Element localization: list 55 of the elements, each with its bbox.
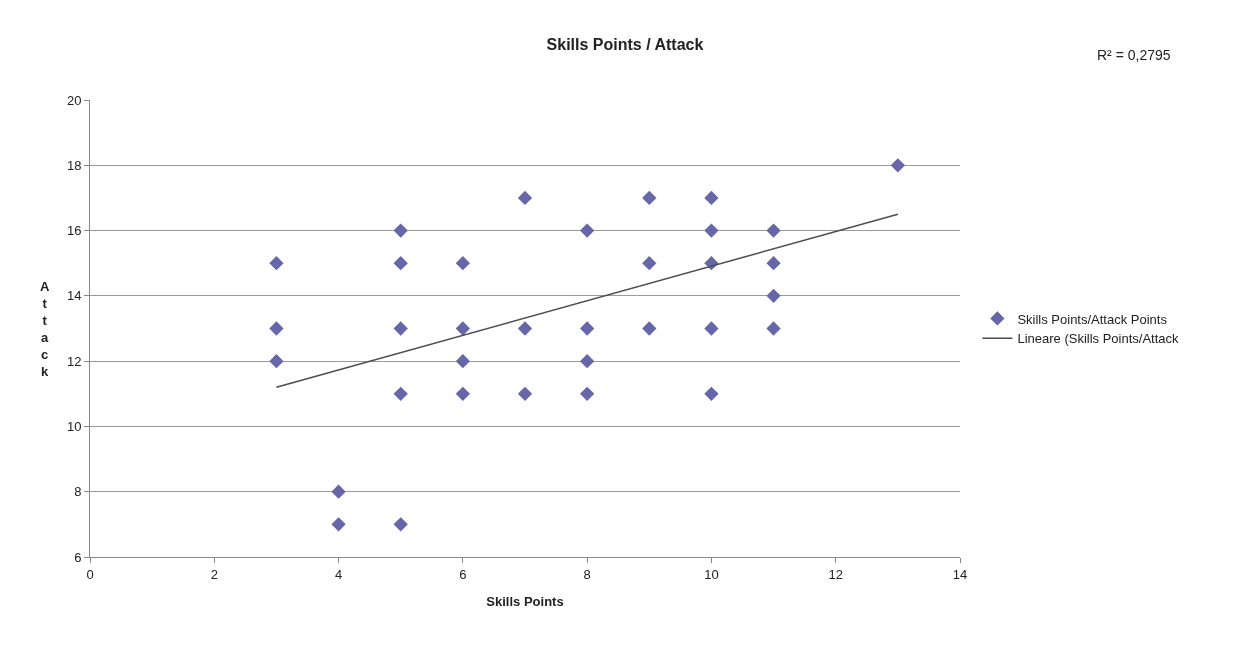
point [579, 353, 595, 369]
point [704, 321, 719, 336]
point [890, 158, 906, 173]
y-tick-label: 14 [66, 288, 82, 304]
point [455, 321, 471, 336]
point [642, 190, 657, 206]
point [269, 321, 284, 336]
x-axis-title: Skills Points [486, 594, 564, 609]
point [704, 223, 719, 238]
point [455, 386, 471, 401]
y-tick-label: 10 [66, 418, 82, 434]
x-tick-label: 14 [952, 566, 968, 582]
chart-title: Skills Points / Attack [546, 36, 704, 54]
point [704, 386, 719, 401]
x-tick-label: 0 [86, 566, 94, 582]
y-tick-label: 12 [66, 353, 82, 369]
point [766, 288, 781, 304]
point [269, 256, 284, 271]
point [517, 321, 533, 336]
point [766, 321, 781, 336]
point [517, 386, 533, 401]
x-tick-label: 8 [583, 566, 591, 582]
point [704, 190, 719, 206]
point [269, 353, 284, 369]
point [393, 321, 408, 336]
point [393, 223, 408, 238]
point [766, 223, 781, 238]
x-tick-label: 2 [210, 566, 218, 582]
y-tick-label: 18 [66, 157, 82, 173]
point [455, 353, 471, 369]
text: R² = 0,2795 [1097, 47, 1171, 63]
point [393, 517, 408, 532]
legend-label: Lineare (Skills Points/Attack [1017, 331, 1180, 347]
point [642, 256, 657, 271]
y-tick-label: 20 [66, 92, 82, 108]
point [331, 517, 346, 532]
point [331, 484, 346, 499]
x-tick-label: 4 [334, 566, 343, 582]
point [455, 256, 471, 271]
y-tick-label: 8 [74, 484, 82, 500]
y-tick-label: 6 [74, 549, 82, 565]
point [393, 386, 408, 401]
x-tick-label: 10 [704, 566, 719, 582]
legend-label: Skills Points/Attack Points [1017, 311, 1168, 327]
x-tick-label: 6 [459, 566, 467, 582]
point [393, 256, 408, 271]
x-tick-label: 12 [828, 566, 843, 582]
point [579, 386, 595, 401]
y-axis-title: Attack [40, 279, 50, 379]
point [642, 321, 657, 336]
point [579, 321, 595, 336]
y-tick-label: 16 [66, 223, 82, 239]
point [517, 190, 533, 206]
point [766, 256, 781, 271]
point [579, 223, 595, 238]
